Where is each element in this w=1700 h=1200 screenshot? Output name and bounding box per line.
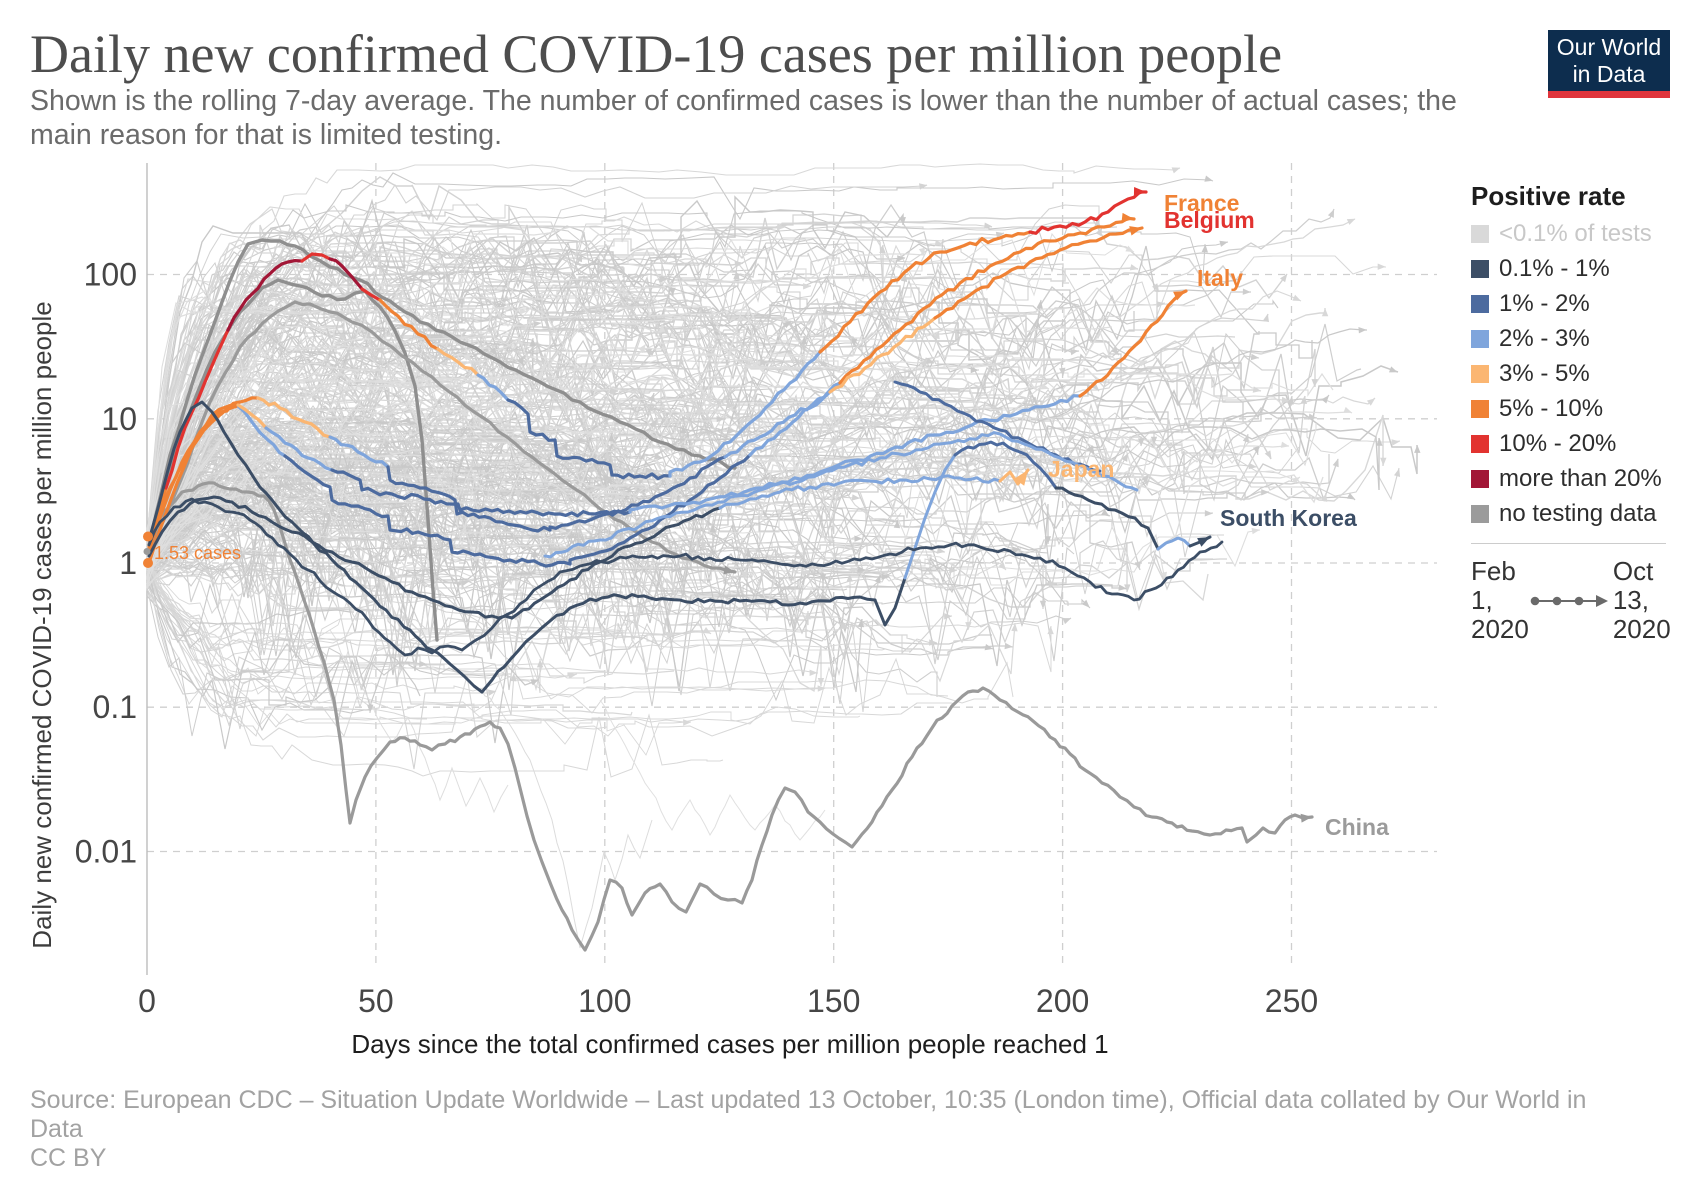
svg-text:200: 200 (1036, 983, 1089, 1019)
svg-text:Japan: Japan (1048, 456, 1114, 482)
svg-text:10: 10 (101, 401, 137, 437)
svg-text:100: 100 (84, 257, 137, 293)
svg-text:Daily new confirmed COVID-19 c: Daily new confirmed COVID-19 cases per m… (27, 301, 57, 948)
svg-text:1: 1 (119, 545, 137, 581)
svg-text:Italy: Italy (1197, 265, 1243, 291)
svg-text:150: 150 (807, 983, 860, 1019)
svg-text:South Korea: South Korea (1220, 505, 1357, 531)
svg-text:0.1: 0.1 (93, 689, 137, 725)
svg-text:0.01: 0.01 (75, 834, 137, 870)
svg-text:France: France (1164, 190, 1239, 216)
svg-text:250: 250 (1265, 983, 1318, 1019)
svg-text:100: 100 (578, 983, 631, 1019)
svg-text:Belgium: Belgium (1164, 207, 1255, 233)
svg-text:China: China (1325, 814, 1389, 840)
svg-text:50: 50 (358, 983, 394, 1019)
svg-text:1.53 cases: 1.53 cases (154, 543, 241, 563)
svg-text:0: 0 (138, 983, 156, 1019)
